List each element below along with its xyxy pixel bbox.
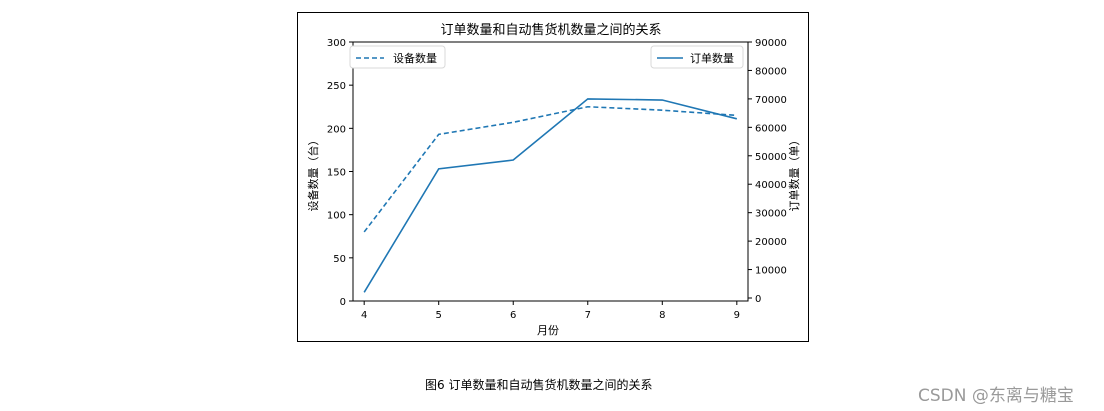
right-y-tick: 70000 xyxy=(755,95,787,106)
x-tick: 7 xyxy=(585,310,591,321)
right-y-axis-label: 订单数量（单） xyxy=(788,135,801,212)
right-y-tick: 60000 xyxy=(755,123,787,134)
right-y-tick: 40000 xyxy=(755,180,787,191)
x-tick: 6 xyxy=(510,310,516,321)
orders-line xyxy=(363,98,738,293)
right-y-tick: 0 xyxy=(755,294,761,305)
left-y-tick: 300 xyxy=(327,38,346,49)
left-y-tick: 50 xyxy=(333,254,346,265)
figure-caption: 图6 订单数量和自动售货机数量之间的关系 xyxy=(425,378,653,392)
legend-devices: 设备数量 xyxy=(349,45,446,69)
plot-area xyxy=(352,41,749,302)
legend-orders: 订单数量 xyxy=(650,45,744,69)
left-y-tick: 100 xyxy=(327,211,346,222)
right-y-tick: 90000 xyxy=(755,38,787,49)
x-tick: 5 xyxy=(436,310,442,321)
series-lines xyxy=(363,98,738,293)
legend-label-orders: 订单数量 xyxy=(690,52,734,65)
right-y-tick: 80000 xyxy=(755,66,787,77)
right-y-tick: 50000 xyxy=(755,152,787,163)
legend-label-devices: 设备数量 xyxy=(393,51,437,65)
chart-title: 订单数量和自动售货机数量之间的关系 xyxy=(440,22,661,38)
right-y-tick: 30000 xyxy=(755,209,787,220)
right-y-tick: 10000 xyxy=(755,266,787,277)
x-axis-label: 月份 xyxy=(537,324,559,337)
x-axis: 4 5 6 7 8 9 xyxy=(361,301,740,321)
right-y-tick: 20000 xyxy=(755,237,787,248)
left-y-axis-label: 设备数量（台） xyxy=(306,135,320,212)
watermark: CSDN @东离与糖宝 xyxy=(918,386,1074,406)
left-y-tick: 0 xyxy=(340,297,346,308)
x-tick: 8 xyxy=(659,310,665,321)
left-y-tick: 250 xyxy=(327,81,346,92)
left-y-tick: 150 xyxy=(327,168,346,179)
x-tick: 4 xyxy=(361,310,367,321)
devices-line xyxy=(363,105,737,233)
left-y-tick: 200 xyxy=(327,124,346,135)
chart-figure: 订单数量和自动售货机数量之间的关系 0 50 100 150 200 250 300 0 10… xyxy=(297,12,809,342)
line-chart: 订单数量和自动售货机数量之间的关系 0 50 100 150 200 250 300 0 10… xyxy=(306,22,801,337)
x-tick: 9 xyxy=(734,310,740,321)
right-y-axis: 0 10000 20000 30000 40000 50000 60000 70000 8000… xyxy=(748,38,787,305)
left-y-axis: 0 50 100 150 200 250 300 xyxy=(327,38,353,308)
